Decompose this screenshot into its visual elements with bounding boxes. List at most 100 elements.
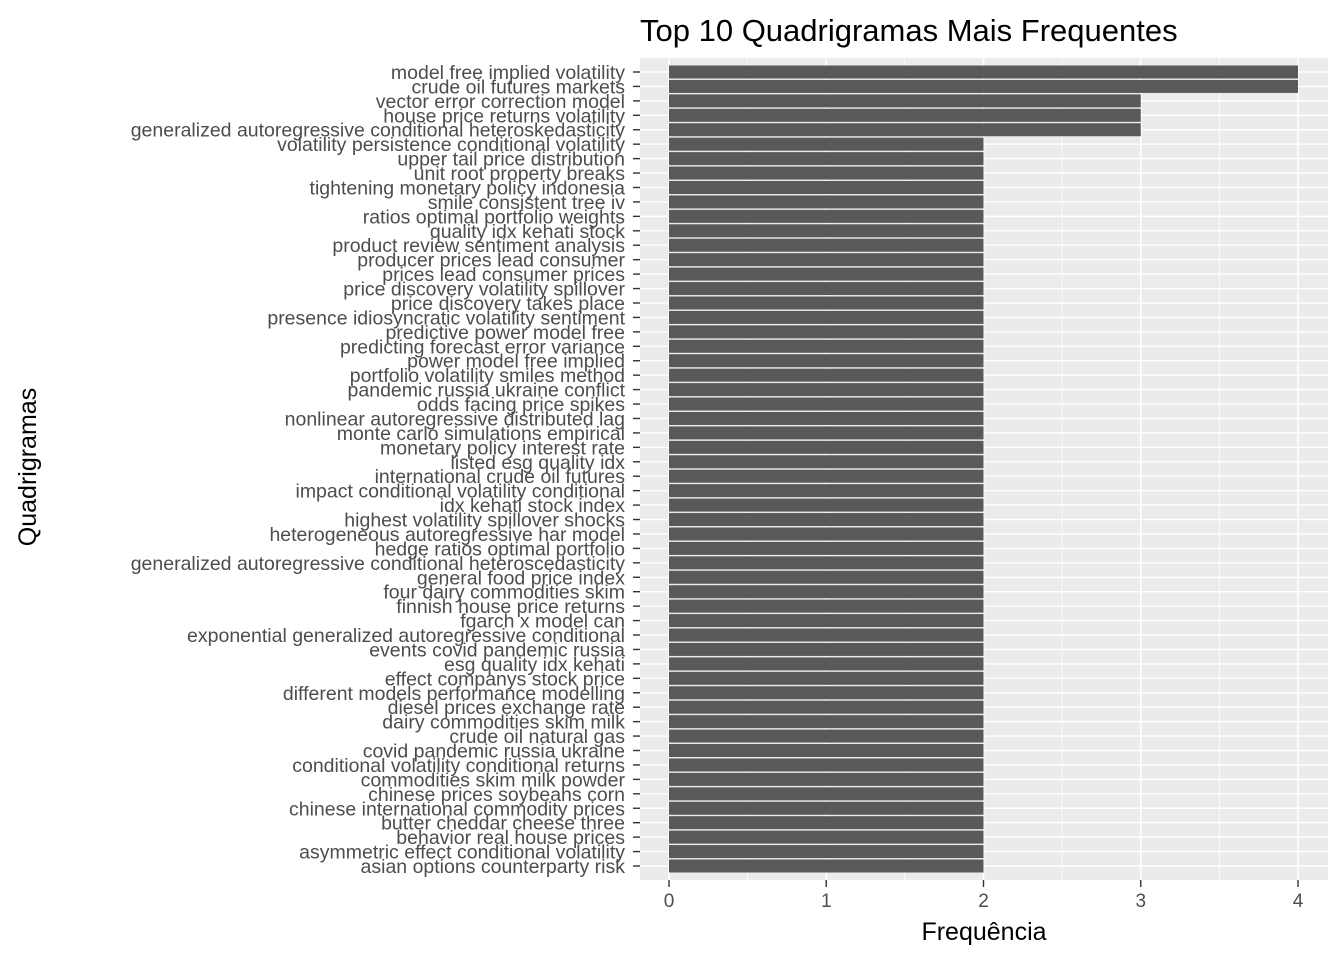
bar [669, 642, 984, 656]
x-tick-label: 1 [821, 891, 832, 912]
bar [669, 585, 984, 599]
bar [669, 816, 984, 830]
bar [669, 310, 984, 324]
category-label: generalized autoregressive conditional h… [131, 553, 626, 575]
bar [669, 426, 984, 440]
bar [669, 744, 984, 758]
bar [669, 253, 984, 267]
category-label: quality idx kehati stock [430, 221, 625, 243]
bar [669, 541, 984, 555]
category-label: portfolio volatility smiles method [350, 365, 625, 387]
bar [669, 455, 984, 469]
category-label: generalized autoregressive conditional h… [131, 120, 626, 142]
bar [669, 397, 984, 411]
bar [669, 859, 984, 873]
category-label: upper tail price distribution [397, 149, 625, 171]
category-label: predictive power model free [385, 322, 625, 344]
bar [669, 657, 984, 671]
category-label: heterogeneous autoregressive har model [269, 524, 625, 546]
category-label: commodities skim milk powder [361, 769, 626, 791]
bar [669, 671, 984, 685]
category-label: producer prices lead consumer [357, 250, 625, 272]
bar [669, 180, 984, 194]
x-tick-label: 4 [1293, 891, 1304, 912]
bar [669, 339, 984, 353]
category-label: price discovery volatility spillover [343, 279, 625, 301]
category-label: effect companys stock price [385, 668, 625, 690]
category-label: dairy commodities skim milk [382, 712, 625, 734]
category-label: model free implied volatility [391, 62, 625, 84]
category-label: product review sentiment analysis [332, 235, 625, 257]
category-label: esg quality idx kehati [444, 654, 625, 676]
bar [669, 787, 984, 801]
bar [669, 758, 984, 772]
category-label: crude oil natural gas [449, 726, 625, 748]
bar [669, 715, 984, 729]
category-label: monte carlo simulations empirical [337, 423, 625, 445]
bar [669, 282, 984, 296]
bar [669, 137, 984, 151]
bar [669, 628, 984, 642]
category-label: butter cheddar cheese three [381, 813, 625, 835]
category-label: conditional volatility conditional retur… [292, 755, 625, 777]
bar [669, 772, 984, 786]
category-label: international crude oil futures [375, 466, 626, 488]
bar [669, 513, 984, 527]
category-label: unit root property breaks [414, 163, 626, 185]
category-label: chinese international commodity prices [289, 798, 625, 820]
bar [669, 845, 984, 859]
bar [669, 599, 984, 613]
category-label: finnish house price returns [396, 596, 625, 618]
bar [669, 123, 1141, 137]
bar [669, 686, 984, 700]
bar [669, 527, 984, 541]
category-label: chinese prices soybeans corn [368, 784, 625, 806]
x-tick-label: 0 [664, 891, 675, 912]
category-label: pandemic russia ukraine conflict [348, 380, 626, 402]
bar [669, 440, 984, 454]
category-label: four dairy commodities skim [383, 582, 625, 604]
x-axis: 0 1 2 3 4 [664, 880, 1304, 912]
bar [669, 325, 984, 339]
y-axis-title: Quadrigramas [14, 388, 42, 546]
bar [669, 484, 984, 498]
bar [669, 65, 1298, 79]
bar [669, 195, 984, 209]
category-label: hedge ratios optimal portfolio [375, 538, 626, 560]
bar [669, 729, 984, 743]
category-label: nonlinear autoregressive distributed lag [285, 408, 625, 430]
category-label: vector error correction model [376, 91, 625, 113]
bar [669, 570, 984, 584]
bar [669, 368, 984, 382]
bar [669, 238, 984, 252]
bar [669, 94, 1141, 108]
category-label: idx kehati stock index [440, 495, 626, 517]
category-label: covid pandemic russia ukraine [363, 741, 625, 763]
category-label: presence idiosyncratic volatility sentim… [267, 307, 625, 329]
x-tick-label: 3 [1135, 891, 1146, 912]
category-label: asymmetric effect conditional volatility [299, 842, 625, 864]
bar [669, 830, 984, 844]
category-label: house price returns volatility [383, 105, 625, 127]
category-label: prices lead consumer prices [382, 264, 625, 286]
bar [669, 209, 984, 223]
category-label: listed esg quality idx [450, 452, 625, 474]
category-label: events covid pandemic russia [369, 639, 625, 661]
category-label: highest volatility spillover shocks [344, 510, 625, 532]
bars [669, 65, 1298, 873]
category-label: different models performance modelling [283, 683, 625, 705]
category-label: crude oil futures markets [411, 76, 625, 98]
bar [669, 469, 984, 483]
bar [669, 224, 984, 238]
category-label: odds facing price spikes [417, 394, 625, 416]
bar [669, 296, 984, 310]
bar [669, 498, 984, 512]
category-label: power model free implied [407, 351, 625, 373]
bar [669, 354, 984, 368]
bar [669, 556, 984, 570]
category-label: fgarch x model can [460, 611, 625, 633]
category-label: general food price index [417, 567, 625, 589]
